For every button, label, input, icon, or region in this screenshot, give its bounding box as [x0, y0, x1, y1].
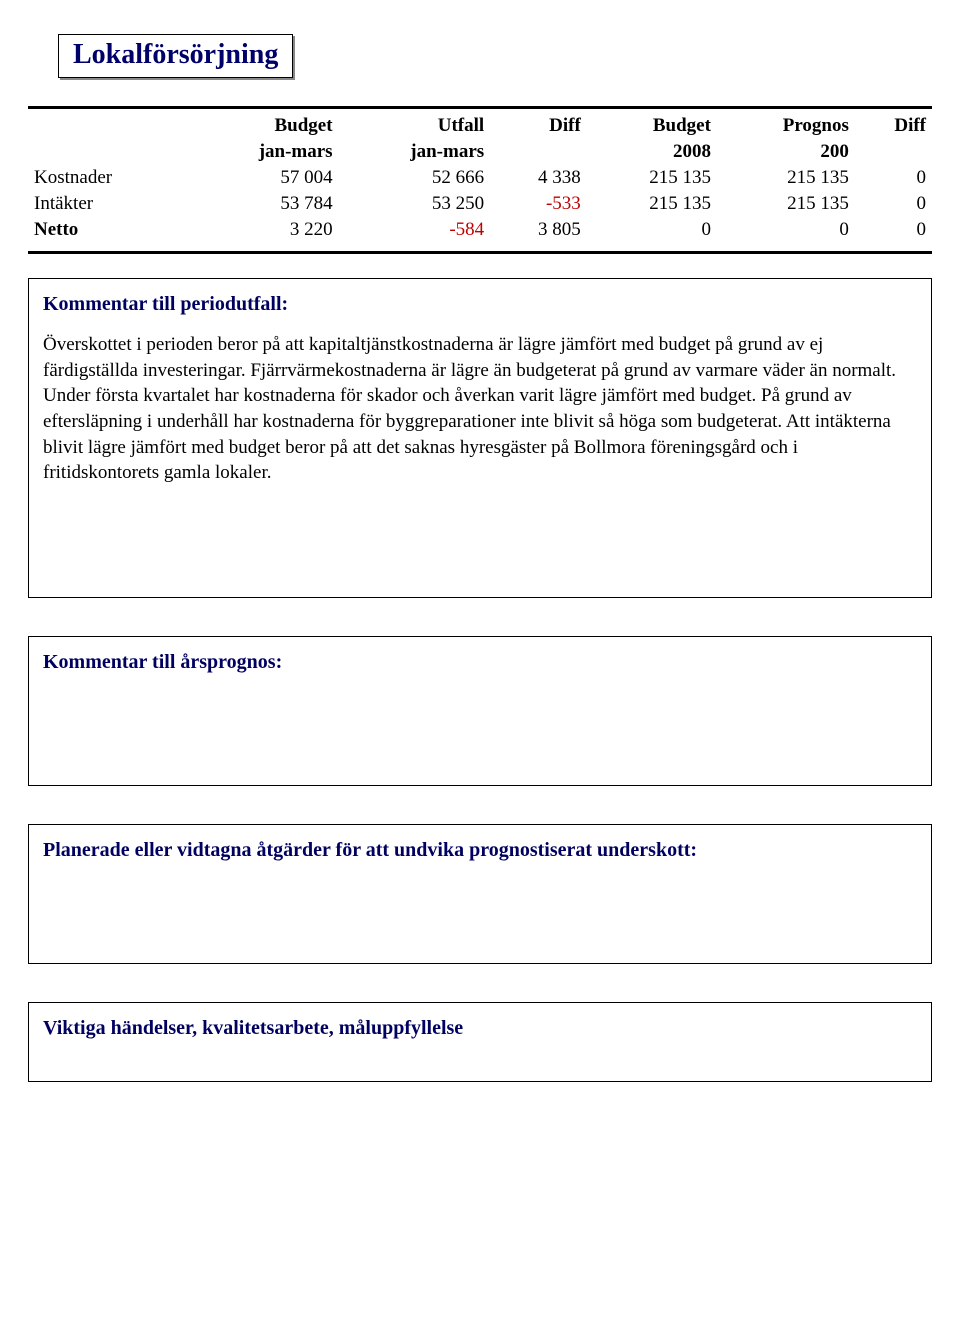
cell: 4 338 [490, 165, 587, 191]
th-diff-year: Diff [855, 113, 932, 139]
section-title: Viktiga händelser, kvalitetsarbete, målu… [43, 1015, 917, 1042]
section-atgarder: Planerade eller vidtagna åtgärder för at… [28, 824, 932, 964]
cell: 3 220 [187, 217, 339, 247]
th2-blank2 [490, 139, 587, 165]
cell: 0 [855, 217, 932, 247]
cell: 0 [855, 191, 932, 217]
cell: 52 666 [339, 165, 491, 191]
th-budget-jm: Budget [187, 113, 339, 139]
cell: -584 [339, 217, 491, 247]
section-arsprognos: Kommentar till årsprognos: [28, 636, 932, 786]
table-row: Kostnader 57 004 52 666 4 338 215 135 21… [28, 165, 932, 191]
th-diff-jm: Diff [490, 113, 587, 139]
section-title: Kommentar till periodutfall: [43, 291, 917, 318]
th2-blank [28, 139, 187, 165]
page-title-box: Lokalförsörjning [58, 34, 293, 78]
cell: 3 805 [490, 217, 587, 247]
th-prognos: Prognos [717, 113, 855, 139]
budget-table-wrap: Budget Utfall Diff Budget Prognos Diff j… [28, 106, 932, 254]
cell: 0 [855, 165, 932, 191]
table-header-row-1: Budget Utfall Diff Budget Prognos Diff [28, 113, 932, 139]
table-row: Netto 3 220 -584 3 805 0 0 0 [28, 217, 932, 247]
th-budget-year: Budget [587, 113, 717, 139]
th-utfall-jm: Utfall [339, 113, 491, 139]
row-label: Netto [28, 217, 187, 247]
cell: 215 135 [587, 191, 717, 217]
th2-prognos: 200 [717, 139, 855, 165]
section-body: Överskottet i perioden beror på att kapi… [43, 332, 917, 486]
cell: 215 135 [587, 165, 717, 191]
cell: 0 [587, 217, 717, 247]
cell: -533 [490, 191, 587, 217]
row-label: Intäkter [28, 191, 187, 217]
th2-blank3 [855, 139, 932, 165]
section-title: Planerade eller vidtagna åtgärder för at… [43, 837, 917, 864]
table-header-row-2: jan-mars jan-mars 2008 200 [28, 139, 932, 165]
section-viktiga: Viktiga händelser, kvalitetsarbete, målu… [28, 1002, 932, 1082]
cell: 57 004 [187, 165, 339, 191]
th2-year: 2008 [587, 139, 717, 165]
budget-table: Budget Utfall Diff Budget Prognos Diff j… [28, 113, 932, 247]
row-label: Kostnader [28, 165, 187, 191]
cell: 53 784 [187, 191, 339, 217]
th-blank [28, 113, 187, 139]
section-title: Kommentar till årsprognos: [43, 649, 917, 676]
cell: 215 135 [717, 165, 855, 191]
cell: 53 250 [339, 191, 491, 217]
table-body: Kostnader 57 004 52 666 4 338 215 135 21… [28, 165, 932, 247]
table-row: Intäkter 53 784 53 250 -533 215 135 215 … [28, 191, 932, 217]
th2-jm1: jan-mars [187, 139, 339, 165]
th2-jm2: jan-mars [339, 139, 491, 165]
cell: 215 135 [717, 191, 855, 217]
cell: 0 [717, 217, 855, 247]
page-title: Lokalförsörjning [73, 39, 278, 70]
section-periodutfall: Kommentar till periodutfall: Överskottet… [28, 278, 932, 598]
